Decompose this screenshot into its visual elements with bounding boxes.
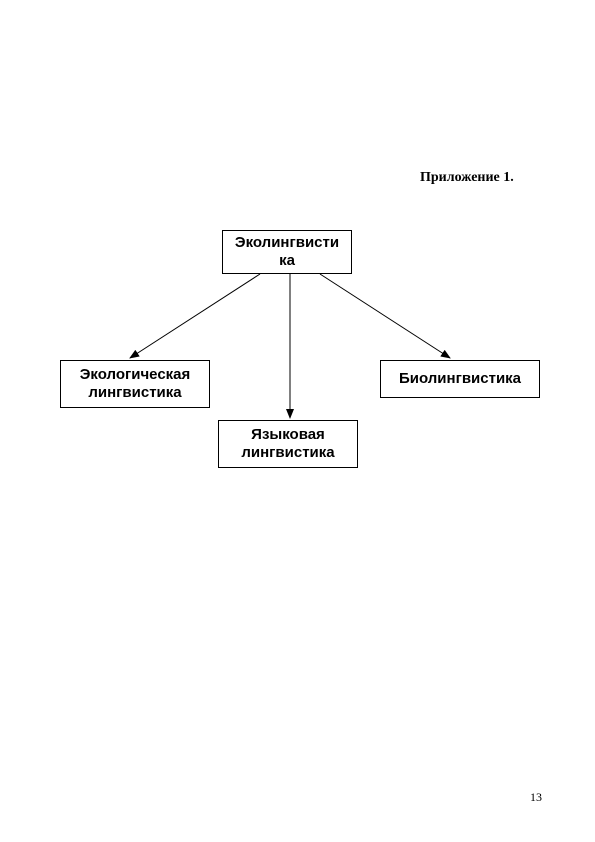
edge [320, 274, 450, 358]
appendix-title: Приложение 1. [420, 170, 514, 186]
node-left: Экологическаялингвистика [60, 360, 210, 408]
node-right: Биолингвистика [380, 360, 540, 398]
node-mid: Языковаялингвистика [218, 420, 358, 468]
node-label: Эколингвистика [235, 234, 339, 270]
node-label: Экологическаялингвистика [80, 366, 191, 402]
page-number: 13 [530, 790, 542, 805]
node-label: Языковаялингвистика [241, 426, 334, 462]
edge [130, 274, 260, 358]
node-root: Эколингвистика [222, 230, 352, 274]
node-label: Биолингвистика [399, 370, 521, 388]
